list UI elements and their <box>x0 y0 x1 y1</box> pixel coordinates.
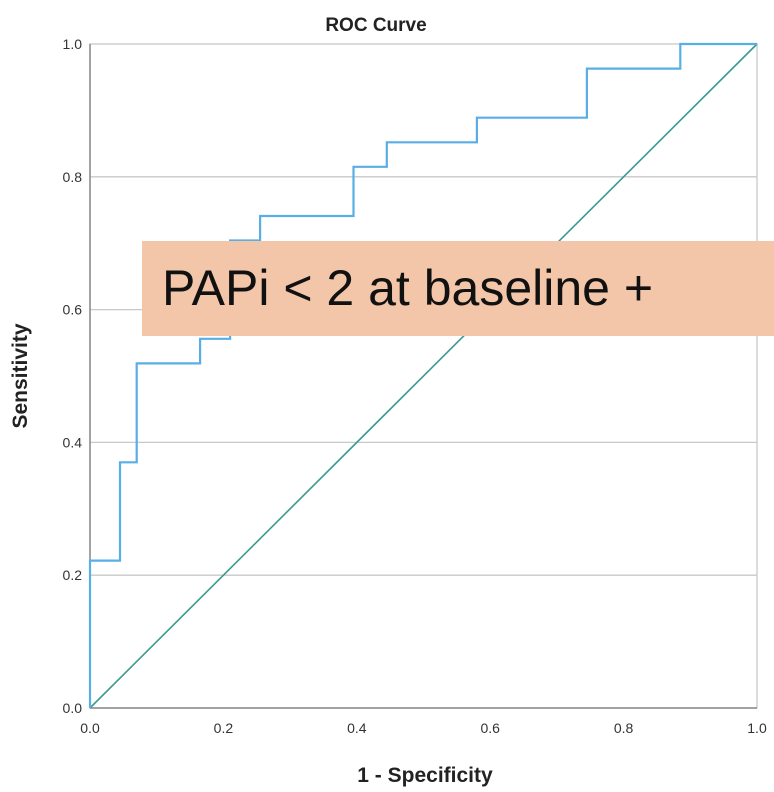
x-tick-label-5: 1.0 <box>747 720 767 736</box>
x-tick-labels: 0.0 0.2 0.4 0.6 0.8 1.0 <box>80 720 767 736</box>
y-tick-label-4: 0.8 <box>63 169 83 185</box>
annotation-banner: PAPi < 2 at baseline + <box>142 241 774 336</box>
roc-curve-line <box>88 42 757 708</box>
y-tick-label-2: 0.4 <box>63 434 83 450</box>
y-tick-label-5: 1.0 <box>63 36 83 52</box>
y-tick-label-1: 0.2 <box>63 567 83 583</box>
x-tick-label-3: 0.6 <box>480 720 500 736</box>
chart-title: ROC Curve <box>325 15 426 36</box>
reference-line-group <box>89 43 758 709</box>
y-tick-label-0: 0.0 <box>63 700 83 716</box>
y-tick-labels: 0.0 0.2 0.4 0.6 0.8 1.0 <box>63 36 83 716</box>
annotation-text: PAPi < 2 at baseline + <box>162 260 654 316</box>
x-tick-label-1: 0.2 <box>214 720 234 736</box>
y-tick-label-3: 0.6 <box>63 302 83 318</box>
roc-curve-group <box>88 42 757 708</box>
x-tick-label-0: 0.0 <box>80 720 100 736</box>
x-tick-label-2: 0.4 <box>347 720 367 736</box>
x-tick-label-4: 0.8 <box>614 720 634 736</box>
reference-diagonal-line <box>89 43 758 709</box>
x-axis-label: 1 - Specificity <box>357 764 493 787</box>
y-axis-label: Sensitivity <box>9 323 32 428</box>
